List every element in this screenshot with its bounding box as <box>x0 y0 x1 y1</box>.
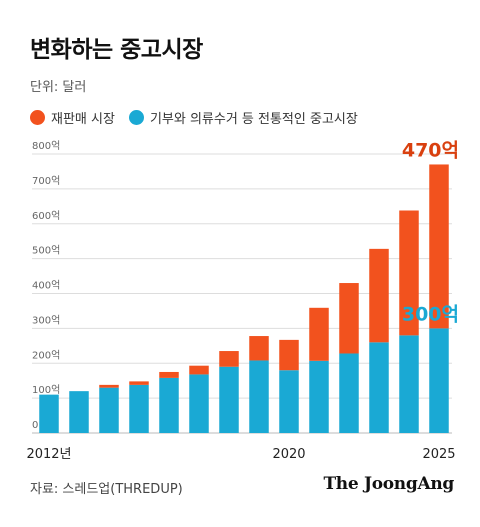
bar-traditional-2019 <box>249 360 269 433</box>
bar-resale-2016 <box>159 371 179 378</box>
bar-chart: 0 100억 200억 300억 400억 500억 600억 700억 800억 2012년 20… <box>26 139 459 462</box>
y-tick-label: 100억 <box>32 384 60 396</box>
y-tick-label: 300억 <box>32 314 60 326</box>
bar-resale-2017 <box>189 365 209 375</box>
y-tick-label: 700억 <box>32 175 60 187</box>
legend-label-resale: 재판매 시장 <box>51 112 115 127</box>
bar-traditional-2012 <box>39 394 59 433</box>
y-tick-label: 0 <box>32 420 38 431</box>
legend-item-resale: 재판매 시장 <box>30 108 115 127</box>
x-tick-label: 2012년 <box>26 447 71 462</box>
bar-traditional-2022 <box>339 353 359 433</box>
unit-label: 단위: 달러 <box>30 80 87 95</box>
bar-resale-2024 <box>399 210 419 336</box>
bar-traditional-2025 <box>429 328 449 433</box>
x-tick-label: 2025 <box>422 447 455 462</box>
bar-traditional-2017 <box>189 374 209 433</box>
legend-item-traditional: 기부와 의류수거 등 전통적인 중고시장 <box>128 108 358 127</box>
bar-resale-2022 <box>339 283 359 354</box>
bar-traditional-2014 <box>99 387 119 433</box>
bar-resale-2018 <box>219 351 239 367</box>
bar-traditional-2018 <box>219 366 239 433</box>
source-text: 자료: 스레드업(THREDUP) <box>30 482 183 497</box>
chart-title: 변화하는 중고시장 <box>30 37 203 63</box>
y-tick-label: 200억 <box>32 349 60 361</box>
bar-traditional-2016 <box>159 377 179 433</box>
bar-traditional-2023 <box>369 342 389 433</box>
bar-resale-2023 <box>369 248 389 343</box>
bar-resale-2021 <box>309 307 329 361</box>
x-tick-label: 2020 <box>272 447 305 462</box>
y-tick-label: 600억 <box>32 210 60 222</box>
bar-traditional-2024 <box>399 335 419 433</box>
y-tick-label: 800억 <box>32 140 60 152</box>
legend-label-traditional: 기부와 의류수거 등 전통적인 중고시장 <box>149 112 358 127</box>
bar-resale-2025 <box>429 164 449 329</box>
annotation-label: 470억 <box>402 139 459 161</box>
legend-swatch-traditional <box>128 110 144 125</box>
y-tick-label: 400억 <box>32 280 60 292</box>
bar-resale-2020 <box>279 339 299 371</box>
bar-traditional-2020 <box>279 370 299 433</box>
legend: 재판매 시장 기부와 의류수거 등 전통적인 중고시장 <box>30 108 372 127</box>
bar-traditional-2013 <box>69 391 89 433</box>
bar-resale-2015 <box>129 381 149 385</box>
y-tick-label: 500억 <box>32 245 60 257</box>
brand-logo: The JoongAng <box>323 474 454 494</box>
bar-traditional-2015 <box>129 384 149 433</box>
bar-traditional-2021 <box>309 360 329 433</box>
bar-resale-2019 <box>249 336 269 361</box>
bar-resale-2014 <box>99 384 119 388</box>
legend-swatch-resale <box>30 110 45 125</box>
annotation-label: 300억 <box>402 303 459 325</box>
